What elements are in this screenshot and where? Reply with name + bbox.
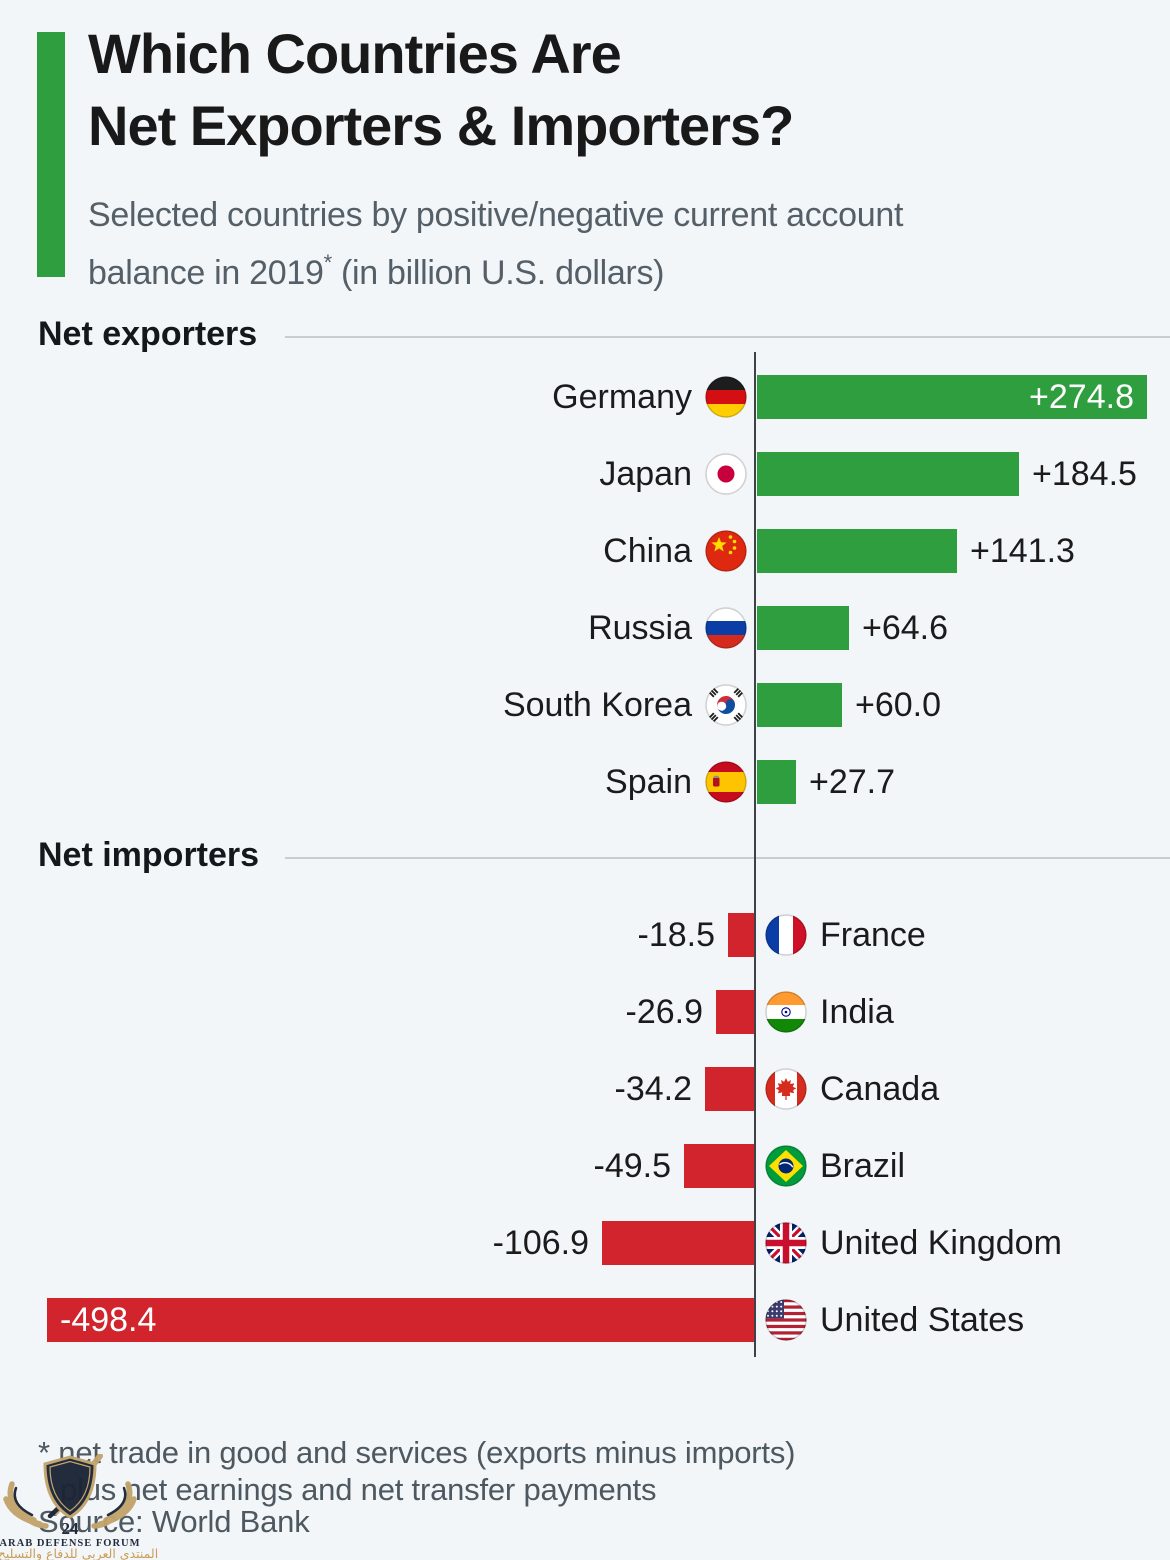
germany-label-group: Germany — [552, 375, 747, 419]
spain-flag-icon — [705, 761, 747, 803]
brazil-label-group: Brazil — [765, 1144, 905, 1188]
subtitle-line-2: balance in 2019 — [88, 254, 324, 292]
south-korea-label-group: South Korea — [503, 683, 747, 727]
france-flag-icon — [765, 914, 807, 956]
india-label-group: India — [765, 990, 894, 1034]
spain-label-group: Spain — [605, 760, 747, 804]
spain-value: +27.7 — [809, 763, 896, 801]
subtitle-line-1: Selected countries by positive/negative … — [88, 196, 904, 234]
united-kingdom-label-group: United Kingdom — [765, 1221, 1062, 1265]
source-line: Source: World Bank — [38, 1504, 310, 1539]
france-label: France — [820, 915, 926, 954]
chart-row-united-kingdom: -106.9 United Kingdom — [0, 1221, 1170, 1265]
watermark-number: 24 — [62, 1519, 80, 1538]
watermark-arabic-name: المنتدى العربي للدفاع والتسليح — [0, 1546, 158, 1560]
chart-row-germany: +274.8 Germany — [0, 375, 1170, 419]
canada-label: Canada — [820, 1069, 940, 1108]
russia-flag-icon — [705, 607, 747, 649]
chart-row-canada: -34.2 Canada — [0, 1067, 1170, 1111]
chart-row-india: -26.9 India — [0, 990, 1170, 1034]
united-kingdom-value: -106.9 — [492, 1224, 589, 1262]
chart-row-russia: +64.6 Russia — [0, 606, 1170, 650]
brazil-bar — [684, 1144, 754, 1188]
brazil-value: -49.5 — [593, 1147, 672, 1185]
japan-value: +184.5 — [1032, 455, 1137, 493]
south-korea-flag-icon — [705, 684, 747, 726]
russia-value: +64.6 — [862, 609, 949, 647]
india-value: -26.9 — [625, 993, 704, 1031]
germany-value: +274.8 — [1029, 378, 1134, 416]
chart-row-spain: +27.7 Spain — [0, 760, 1170, 804]
china-value: +141.3 — [970, 532, 1075, 570]
china-label-group: China — [603, 529, 747, 573]
footnote-line-2: plus net earnings and net transfer payme… — [60, 1472, 657, 1507]
watermark-shield — [43, 1455, 97, 1519]
united-states-label-group: United States — [765, 1298, 1024, 1342]
title-line-1: Which Countries Are — [88, 22, 622, 85]
spain-bar — [757, 760, 796, 804]
title-accent-bar — [37, 32, 65, 277]
germany-bar: +274.8 — [757, 375, 1147, 419]
japan-bar — [757, 452, 1019, 496]
united-states-value: -498.4 — [60, 1301, 157, 1339]
watermark-name: ARAB DEFENSE FORUM — [0, 1538, 141, 1549]
spain-label: Spain — [605, 762, 692, 801]
china-flag-icon — [705, 530, 747, 572]
chart-row-china: +141.3 China — [0, 529, 1170, 573]
watermark-logo: 24 ARAB DEFENSE FORUM المنتدى العربي للد… — [0, 1454, 158, 1560]
chart-row-france: -18.5 France — [0, 913, 1170, 957]
canada-bar — [705, 1067, 754, 1111]
united-kingdom-bar — [602, 1221, 754, 1265]
chart-row-south-korea: +60.0 South Korea — [0, 683, 1170, 727]
south-korea-bar — [757, 683, 842, 727]
russia-bar — [757, 606, 849, 650]
india-bar — [716, 990, 754, 1034]
title-line-2: Net Exporters & Importers? — [88, 94, 794, 157]
brazil-label: Brazil — [820, 1146, 906, 1185]
united-kingdom-label: United Kingdom — [820, 1223, 1062, 1262]
subtitle-line-2-cont: (in billion U.S. dollars) — [331, 254, 665, 292]
south-korea-label: South Korea — [502, 685, 692, 724]
section-rule-net-exporters — [285, 336, 1170, 338]
japan-label-group: Japan — [599, 452, 747, 496]
germany-label: Germany — [552, 377, 692, 416]
china-label: China — [603, 531, 692, 570]
japan-label: Japan — [599, 454, 692, 493]
canada-flag-icon — [765, 1068, 807, 1110]
section-label-net-exporters: Net exporters — [38, 315, 258, 353]
india-flag-icon — [765, 991, 807, 1033]
canada-value: -34.2 — [614, 1070, 693, 1108]
zero-axis-line — [754, 352, 756, 1357]
france-label-group: France — [765, 913, 926, 957]
france-bar — [728, 913, 754, 957]
brazil-flag-icon — [765, 1145, 807, 1187]
chart-row-united-states: -498.4 United States — [0, 1298, 1170, 1342]
section-rule-net-importers — [285, 857, 1170, 859]
russia-label-group: Russia — [588, 606, 747, 650]
south-korea-value: +60.0 — [855, 686, 942, 724]
subtitle: Selected countries by positive/negative … — [88, 192, 903, 297]
germany-flag-icon — [705, 376, 747, 418]
chart-row-japan: +184.5 Japan — [0, 452, 1170, 496]
japan-flag-icon — [705, 453, 747, 495]
page-title: Which Countries Are Net Exporters & Impo… — [88, 18, 794, 162]
footnote-line-1: * net trade in good and services (export… — [38, 1435, 796, 1470]
india-label: India — [820, 992, 894, 1031]
united-kingdom-flag-icon — [765, 1222, 807, 1264]
united-states-label: United States — [820, 1300, 1025, 1339]
united-states-flag-icon — [765, 1299, 807, 1341]
footnote-asterisk: * — [323, 250, 333, 275]
chart-row-brazil: -49.5 Brazil — [0, 1144, 1170, 1188]
footnote: * net trade in good and services (export… — [38, 1434, 795, 1508]
section-label-net-importers: Net importers — [38, 836, 260, 874]
united-states-bar: -498.4 — [47, 1298, 754, 1342]
canada-label-group: Canada — [765, 1067, 939, 1111]
russia-label: Russia — [588, 608, 692, 647]
france-value: -18.5 — [637, 916, 716, 954]
china-bar — [757, 529, 957, 573]
